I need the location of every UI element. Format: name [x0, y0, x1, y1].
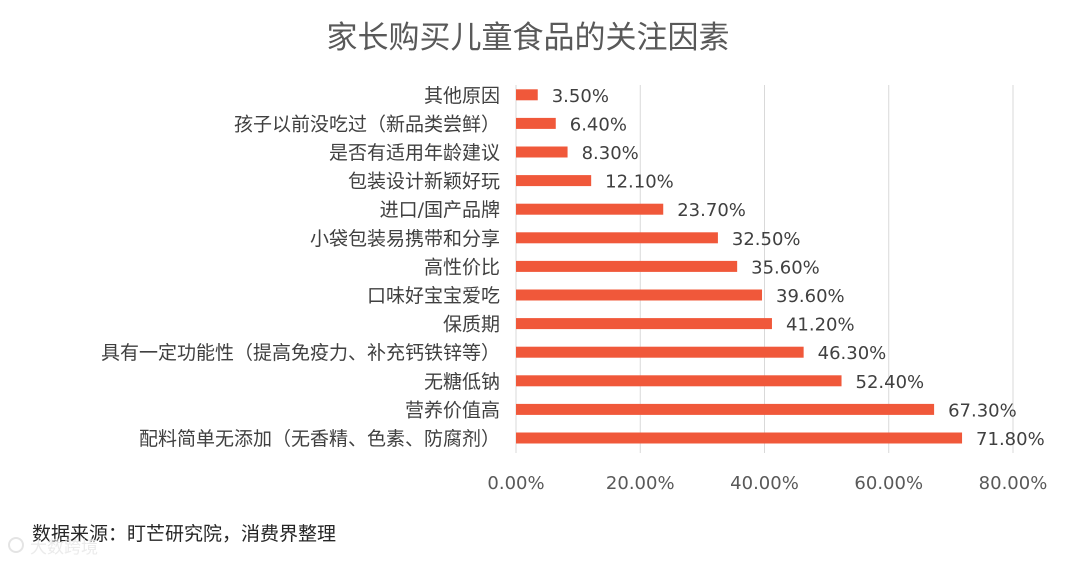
category-label: 孩子以前没吃过（新品类尝鲜） [234, 113, 500, 135]
category-label: 是否有适用年龄建议 [329, 142, 500, 164]
watermark-text: 洞见研报行业前沿 [833, 508, 1001, 532]
value-label: 39.60% [776, 286, 845, 307]
category-label: 营养价值高 [405, 399, 500, 421]
bar [516, 89, 538, 101]
category-label: 口味好宝宝爱吃 [367, 285, 500, 307]
bar [516, 232, 718, 244]
value-label: 67.30% [948, 400, 1017, 421]
category-label: 包装设计新颖好玩 [348, 171, 500, 193]
category-labels: 配料简单无添加（无香精、色素、防腐剂） 营养价值高 无糖低钠 具有一定功能性（提高免疫… [101, 85, 500, 450]
category-label: 保质期 [443, 314, 500, 336]
bar [516, 260, 738, 272]
wechat-icon [799, 505, 831, 531]
x-axis-ticks: 0.00% 20.00% 40.00% 60.00% 80.00% [487, 473, 1047, 494]
bar [516, 203, 664, 215]
bars [516, 89, 963, 444]
bar [516, 346, 804, 358]
category-label: 配料简单无添加（无香精、色素、防腐剂） [139, 428, 500, 450]
bar [516, 175, 592, 187]
category-label: 小袋包装易携带和分享 [310, 228, 500, 250]
source-note: 数据来源：盯芒研究院，消费界整理 [32, 523, 336, 545]
x-tick-label: 60.00% [854, 473, 923, 494]
category-label: 无糖低钠 [424, 371, 500, 393]
x-tick-label: 40.00% [730, 473, 799, 494]
value-label: 3.50% [552, 86, 609, 107]
watermark: 洞见研报行业前沿 [799, 505, 1001, 532]
value-label: 6.40% [570, 114, 627, 135]
value-label: 46.30% [818, 343, 887, 364]
value-label: 35.60% [751, 257, 820, 278]
category-label: 其他原因 [424, 85, 500, 107]
value-label: 12.10% [605, 172, 674, 193]
x-tick-label: 80.00% [979, 473, 1048, 494]
bar [516, 432, 963, 444]
corner-watermark: 大数跨境 [8, 537, 98, 558]
value-label: 32.50% [732, 229, 801, 250]
corner-watermark-text: 大数跨境 [30, 538, 98, 558]
value-label: 71.80% [976, 429, 1045, 450]
x-tick-label: 0.00% [487, 473, 544, 494]
bar [516, 117, 556, 129]
x-tick-label: 20.00% [606, 473, 675, 494]
chart-title: 家长购买儿童食品的关注因素 [327, 20, 730, 56]
bar [516, 318, 772, 330]
value-label: 41.20% [786, 315, 855, 336]
value-label: 8.30% [582, 143, 639, 164]
value-labels: 71.80% 67.30% 52.40% 46.30% 41.20% 39.60% 35.6… [552, 86, 1045, 450]
category-label: 具有一定功能性（提高免疫力、补充钙铁锌等） [101, 342, 500, 364]
bar [516, 146, 568, 158]
value-label: 23.70% [677, 200, 746, 221]
category-label: 高性价比 [424, 256, 500, 278]
bar [516, 289, 763, 301]
bar [516, 375, 842, 387]
bar [516, 403, 935, 415]
value-label: 52.40% [856, 372, 925, 393]
category-label: 进口/国产品牌 [380, 199, 500, 221]
